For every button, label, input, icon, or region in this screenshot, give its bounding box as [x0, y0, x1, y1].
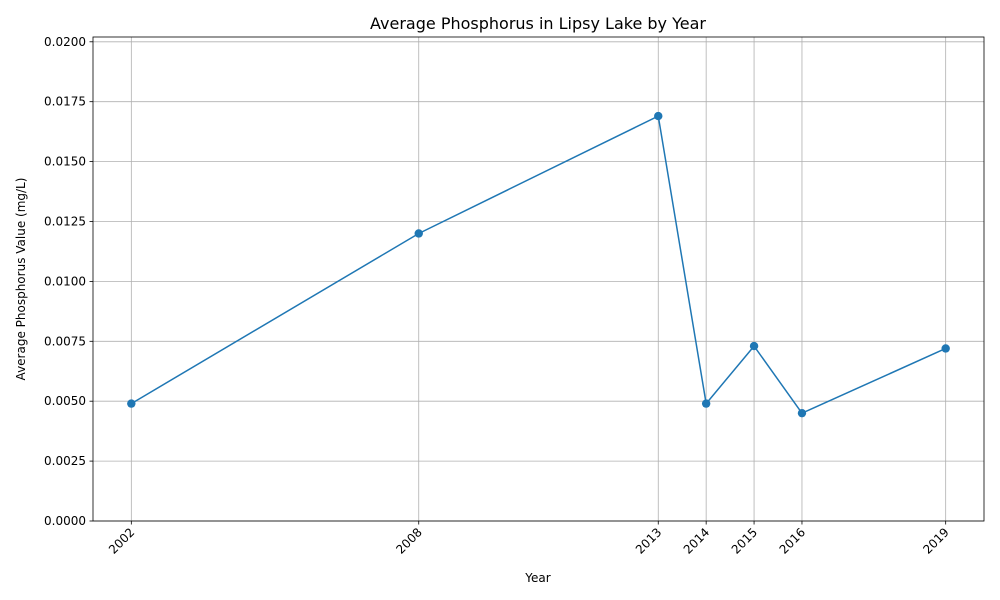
- y-tick-label: 0.0200: [44, 35, 86, 49]
- x-tick-label: 2019: [920, 525, 951, 556]
- series-line: [130, 114, 946, 415]
- x-tick-label: 2015: [729, 525, 760, 556]
- y-tick-label: 0.0000: [44, 514, 86, 528]
- data-point: [127, 399, 136, 408]
- x-axis-title: Year: [524, 571, 550, 585]
- y-axis-ticks: 0.0000 0.0025 0.0050 0.0075 0.0100 0.0125 0.01…: [44, 35, 93, 528]
- plot-frame: [92, 36, 985, 522]
- data-point: [797, 408, 807, 418]
- data-point: [414, 229, 423, 238]
- x-tick-label: 2002: [106, 525, 137, 556]
- y-tick-label: 0.0075: [44, 334, 86, 348]
- x-tick-label: 2013: [633, 525, 664, 556]
- data-point: [941, 344, 950, 353]
- y-tick-label: 0.0125: [44, 214, 86, 228]
- chart-title: Average Phosphorus in Lipsy Lake by Year: [370, 14, 706, 33]
- y-tick-label: 0.0025: [44, 454, 86, 468]
- series-layer: [127, 111, 950, 418]
- data-point: [701, 399, 711, 408]
- grid-layer: [93, 37, 984, 522]
- x-tick-label: 2008: [393, 525, 424, 556]
- y-tick-label: 0.0050: [44, 394, 86, 408]
- data-point: [749, 341, 759, 351]
- y-tick-label: 0.0175: [44, 95, 86, 109]
- y-tick-label: 0.0100: [44, 274, 86, 288]
- x-tick-label: 2016: [777, 525, 808, 556]
- x-axis-ticks: 2002 2008 2013 2014 2015 2016 2019: [106, 521, 952, 557]
- y-tick-label: 0.0150: [44, 155, 86, 169]
- data-point: [654, 111, 663, 121]
- y-axis-title: Average Phosphorus Value (mg/L): [14, 178, 28, 381]
- x-tick-label: 2014: [681, 525, 712, 556]
